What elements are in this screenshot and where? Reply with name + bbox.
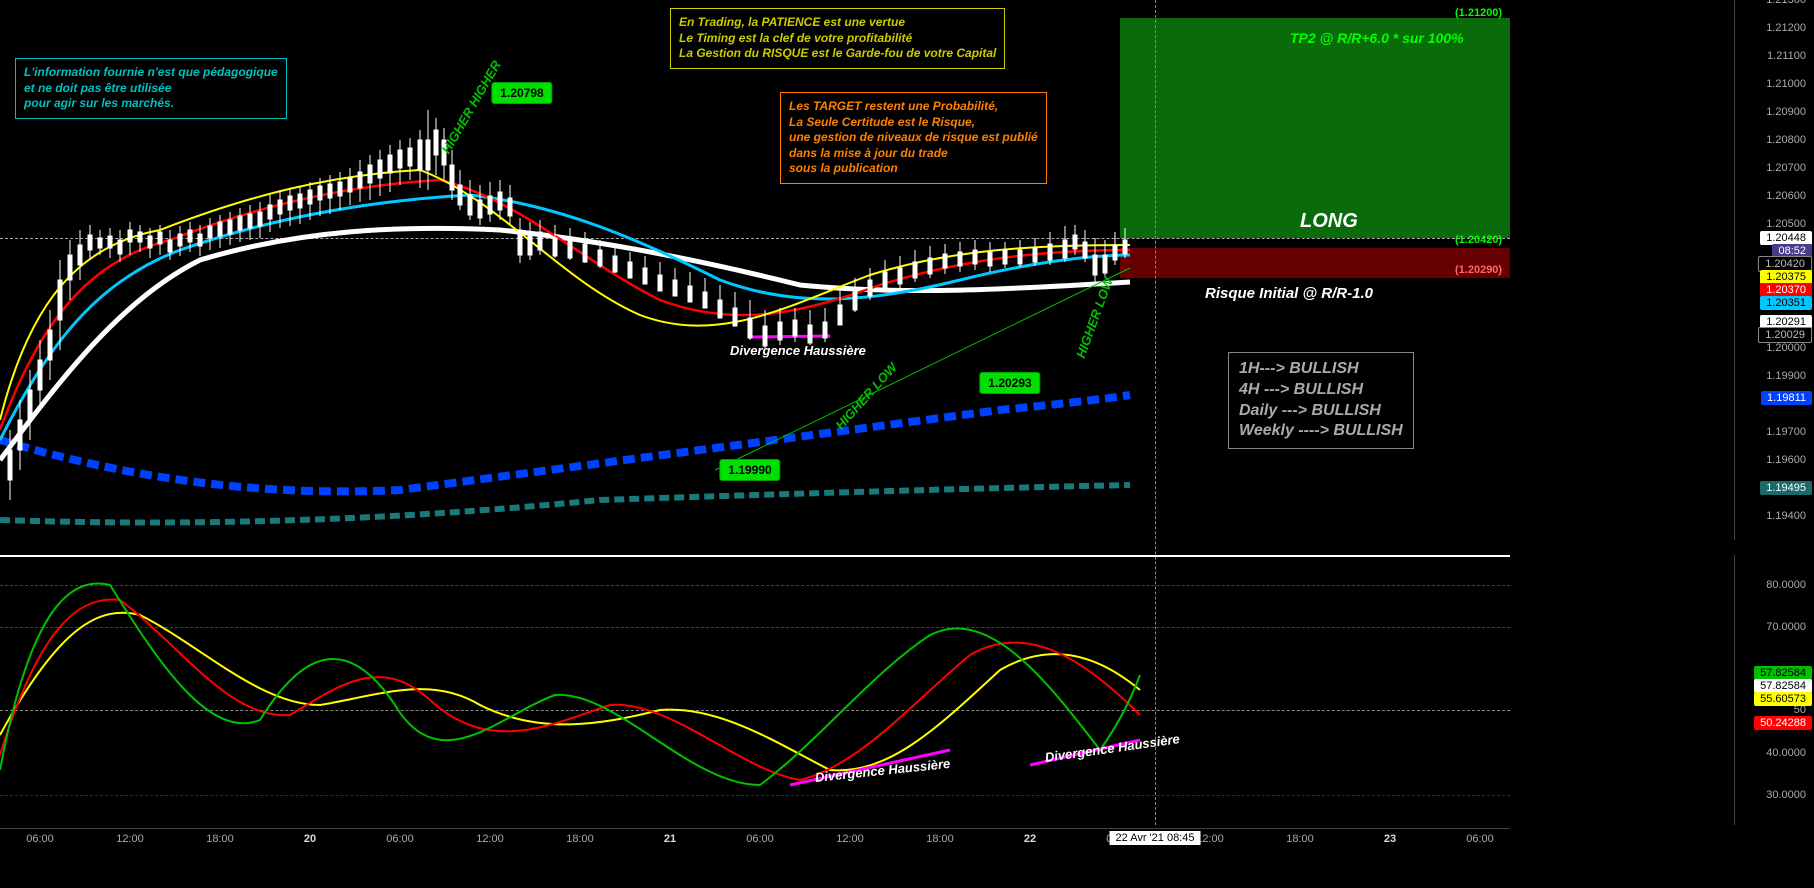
stop-price: (1.20290) bbox=[1455, 264, 1502, 276]
price-tag-low2: 1.20293 bbox=[979, 372, 1040, 394]
y-tick: 1.21200 bbox=[1766, 22, 1806, 34]
price-line bbox=[0, 238, 1510, 239]
x-tick: 23 bbox=[1384, 833, 1396, 845]
x-tick: 06:00 bbox=[746, 833, 774, 845]
price-tag-low1: 1.19990 bbox=[719, 459, 780, 481]
osc-y-tick-highlight: 57.82584 bbox=[1754, 679, 1812, 693]
y-tick: 1.21000 bbox=[1766, 78, 1806, 90]
osc-y-tick-highlight: 55.60573 bbox=[1754, 692, 1812, 706]
price-y-axis: 1.21300 1.21200 1.21100 1.21000 1.20900 1.208… bbox=[1734, 0, 1814, 540]
higher-high-label: HIGHER HIGHER bbox=[439, 58, 504, 156]
long-label: LONG bbox=[1300, 210, 1358, 233]
y-tick: 1.20000 bbox=[1766, 342, 1806, 354]
x-tick: 06:00 bbox=[26, 833, 54, 845]
y-tick: 1.20600 bbox=[1766, 190, 1806, 202]
target-box: Les TARGET restent une Probabilité, La S… bbox=[780, 92, 1047, 184]
x-tick: 22 bbox=[1024, 833, 1036, 845]
osc-svg bbox=[0, 555, 1510, 825]
osc-level-50 bbox=[0, 710, 1510, 711]
y-tick: 1.19600 bbox=[1766, 454, 1806, 466]
x-tick: 18:00 bbox=[206, 833, 234, 845]
osc-y-tick: 80.0000 bbox=[1766, 579, 1806, 591]
y-tick: 1.20500 bbox=[1766, 218, 1806, 230]
x-tick-current: 22 Avr '21 08:45 bbox=[1110, 831, 1201, 845]
y-tick: 1.19700 bbox=[1766, 426, 1806, 438]
higher-low-label-2: HIGHER LOW bbox=[1073, 276, 1116, 361]
y-tick: 1.20700 bbox=[1766, 162, 1806, 174]
oscillator-chart[interactable]: Divergence Haussière Divergence Haussièr… bbox=[0, 555, 1510, 825]
osc-level-80 bbox=[0, 585, 1510, 586]
divergence-label-price: Divergence Haussière bbox=[730, 343, 866, 358]
osc-level-70 bbox=[0, 627, 1510, 628]
x-tick: 12:00 bbox=[476, 833, 504, 845]
y-tick-highlight: 1.20351 bbox=[1760, 296, 1812, 310]
risk-label: Risque Initial @ R/R-1.0 bbox=[1205, 285, 1373, 302]
y-tick: 1.20900 bbox=[1766, 106, 1806, 118]
osc-y-tick: 30.0000 bbox=[1766, 789, 1806, 801]
disclaimer-box: L'information fournie n'est que pédagogi… bbox=[15, 58, 287, 119]
osc-y-tick: 40.0000 bbox=[1766, 747, 1806, 759]
osc-border-top bbox=[0, 555, 1510, 557]
x-tick: 18:00 bbox=[566, 833, 594, 845]
x-tick: 06:00 bbox=[1466, 833, 1494, 845]
y-tick: 1.19400 bbox=[1766, 510, 1806, 522]
tp2-zone bbox=[1120, 18, 1510, 238]
osc-y-tick-highlight: 50.24288 bbox=[1754, 716, 1812, 730]
trend-summary-box: 1H---> BULLISH 4H ---> BULLISH Daily ---… bbox=[1228, 352, 1414, 449]
wisdom-box: En Trading, la PATIENCE est une vertue L… bbox=[670, 8, 1005, 69]
osc-divergence-1: Divergence Haussière bbox=[814, 756, 951, 785]
osc-y-tick: 70.0000 bbox=[1766, 621, 1806, 633]
osc-level-30 bbox=[0, 795, 1510, 796]
y-tick-highlight: 1.20370 bbox=[1760, 283, 1812, 297]
osc-divergence-2: Divergence Haussière bbox=[1044, 731, 1181, 765]
osc-y-tick-highlight: 57.82584 bbox=[1754, 666, 1812, 680]
y-tick: 1.20800 bbox=[1766, 134, 1806, 146]
higher-low-label-1: HIGHER LOW bbox=[832, 360, 900, 433]
tp2-top-price: (1.21200) bbox=[1455, 7, 1502, 19]
x-tick: 20 bbox=[304, 833, 316, 845]
y-tick-highlight: 1.19495 bbox=[1760, 481, 1812, 495]
y-tick-highlight: 1.20448 bbox=[1760, 231, 1812, 245]
x-tick: 18:00 bbox=[926, 833, 954, 845]
y-tick: 1.21100 bbox=[1767, 50, 1806, 62]
time-axis: 06:00 12:00 18:00 20 06:00 12:00 18:00 21 06:00 1… bbox=[0, 828, 1510, 858]
y-tick-highlight: 1.19811 bbox=[1761, 391, 1812, 405]
x-tick: 12:00 bbox=[116, 833, 144, 845]
y-tick-highlight: 1.20375 bbox=[1760, 270, 1812, 284]
x-tick: 06:00 bbox=[386, 833, 414, 845]
x-tick: 21 bbox=[664, 833, 676, 845]
x-tick: 18:00 bbox=[1286, 833, 1314, 845]
entry-price: (1.20420) bbox=[1455, 234, 1502, 246]
risk-zone bbox=[1120, 248, 1510, 278]
osc-y-axis: 80.000070.00005040.000030.000057.8258457… bbox=[1734, 555, 1814, 825]
y-tick: 1.21300 bbox=[1766, 0, 1806, 6]
tp2-label: TP2 @ R/R+6.0 * sur 100% bbox=[1290, 30, 1464, 46]
y-tick-highlight: 1.20029 bbox=[1758, 327, 1812, 343]
x-tick: 12:00 bbox=[836, 833, 864, 845]
price-tag-high: 1.20798 bbox=[491, 82, 552, 104]
y-tick: 1.19900 bbox=[1766, 370, 1806, 382]
